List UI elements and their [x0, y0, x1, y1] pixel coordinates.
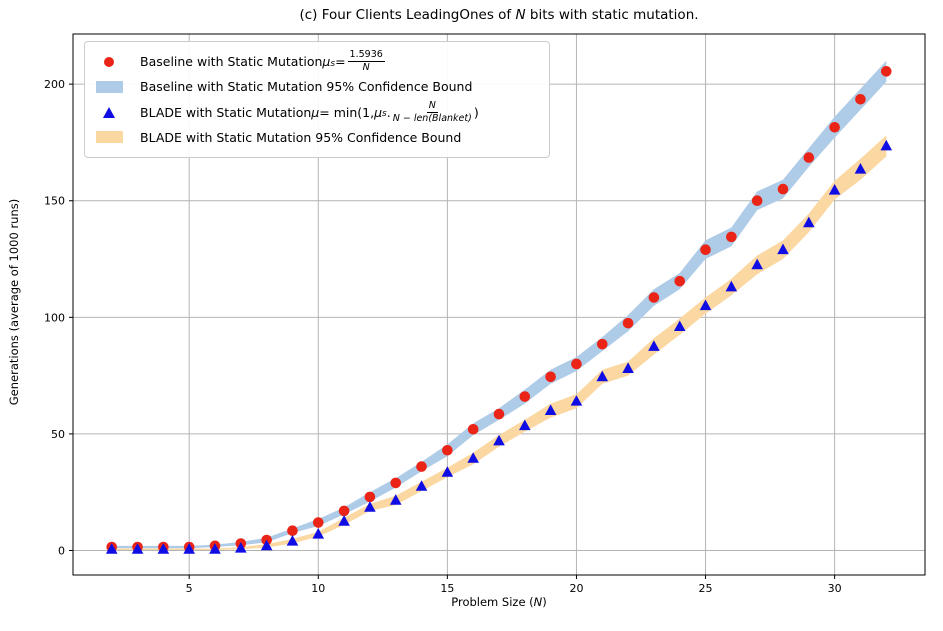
baseline-point [880, 66, 892, 77]
baseline-point [596, 338, 608, 350]
blade-point [493, 434, 505, 446]
y-tick-label: 50 [51, 428, 65, 441]
y-axis-label: Generations (average of 1000 runs) [7, 198, 21, 406]
baseline-point [803, 152, 815, 163]
plot-border [72, 33, 926, 576]
lightblue-patch-icon [95, 80, 123, 93]
x-tick-label: 15 [440, 582, 454, 595]
blade-point [364, 501, 376, 512]
blade-point [183, 543, 195, 554]
blade-point [312, 527, 325, 539]
x-axis-label: Problem Size (N) [451, 595, 547, 609]
baseline-point [364, 491, 376, 503]
blade-point [519, 419, 531, 431]
blade-point [673, 320, 686, 332]
x-tick-label: 20 [569, 582, 583, 595]
x-tick-label: 5 [186, 582, 193, 595]
blade-point [880, 139, 893, 151]
baseline-point [519, 391, 531, 402]
legend-label-blade-ci: BLADE with Static Mutation 95% Confidenc… [140, 129, 462, 145]
blade-point [596, 370, 609, 382]
blade-point [286, 534, 299, 546]
blade-point [209, 543, 221, 554]
blade-point [338, 515, 350, 526]
blade-point [648, 340, 660, 351]
y-tick-label: 200 [44, 78, 65, 91]
blade-point [415, 480, 428, 491]
baseline-point [674, 275, 686, 287]
x-tick-label: 25 [699, 582, 713, 595]
baseline-point [571, 358, 582, 370]
baseline-point [700, 244, 711, 256]
blade-point [777, 243, 789, 255]
baseline-point [777, 183, 789, 195]
baseline-point [467, 423, 479, 435]
baseline-point [726, 231, 737, 243]
blade-point [235, 541, 247, 553]
baseline-point [312, 517, 324, 528]
blade-point [622, 362, 634, 374]
baseline-point [338, 505, 350, 517]
fraction: 1.5936 N [347, 49, 385, 74]
y-tick-label: 150 [44, 195, 65, 208]
blade-point [260, 539, 273, 551]
baseline-point [545, 371, 556, 383]
blade-point [131, 543, 144, 554]
blade-point [725, 280, 738, 292]
baseline-point [287, 525, 298, 536]
blade-point [105, 543, 118, 554]
baseline-point [442, 444, 453, 456]
baseline-point [648, 292, 660, 303]
red-circle-marker-icon [104, 56, 114, 67]
blue-triangle-marker-icon [103, 106, 115, 118]
x-tick-label: 30 [828, 582, 842, 595]
baseline-point [622, 317, 634, 329]
y-tick-label: 0 [58, 545, 65, 558]
chart-title: (c) Four Clients LeadingOnes of N bits w… [299, 7, 699, 23]
baseline-point [493, 408, 505, 420]
baseline-point [855, 93, 866, 105]
blade-point [751, 258, 763, 270]
orange-patch-icon [95, 131, 123, 144]
blade-point [157, 543, 170, 554]
blade-point [828, 184, 841, 195]
blade-point [389, 494, 402, 505]
blade-point [854, 163, 867, 174]
x-tick-label: 10 [311, 582, 325, 595]
blade-point [699, 299, 712, 311]
baseline-point [390, 477, 402, 489]
legend-label-baseline-ci: Baseline with Static Mutation 95% Confid… [140, 79, 473, 95]
blade-point [441, 466, 454, 477]
baseline-point [751, 195, 763, 207]
blade-point [544, 404, 557, 416]
baseline-point [416, 461, 427, 472]
blade-point [570, 395, 583, 406]
legend-item-blade-ci: BLADE with Static Mutation 95% Confidenc… [94, 125, 539, 150]
blade-point [803, 216, 815, 228]
baseline-point [829, 121, 840, 133]
y-tick-label: 100 [44, 311, 65, 324]
blade-point [467, 452, 479, 463]
legend-item-baseline-ci: Baseline with Static Mutation 95% Confid… [94, 74, 539, 99]
